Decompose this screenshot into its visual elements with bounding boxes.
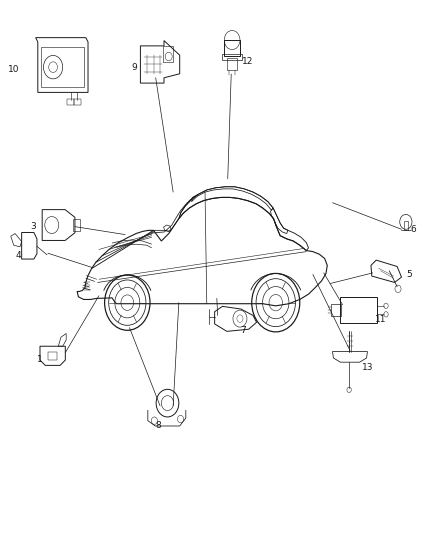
Bar bbox=[41, 47, 84, 87]
Bar bbox=[332, 304, 341, 317]
Bar bbox=[163, 46, 173, 62]
Text: 10: 10 bbox=[8, 66, 20, 74]
Text: 1: 1 bbox=[37, 355, 43, 364]
Text: 5: 5 bbox=[406, 270, 412, 279]
Bar bbox=[73, 219, 80, 231]
Bar bbox=[48, 352, 57, 360]
Bar bbox=[74, 99, 81, 105]
Bar bbox=[223, 54, 242, 60]
Text: 6: 6 bbox=[410, 225, 416, 234]
Text: 11: 11 bbox=[375, 315, 386, 324]
Text: 13: 13 bbox=[362, 363, 373, 372]
Bar bbox=[340, 297, 377, 323]
Bar bbox=[227, 58, 237, 70]
Text: 12: 12 bbox=[242, 58, 253, 66]
Text: 7: 7 bbox=[240, 326, 246, 335]
Text: 3: 3 bbox=[31, 222, 36, 231]
Bar bbox=[67, 99, 74, 105]
Text: 8: 8 bbox=[155, 422, 161, 431]
Bar bbox=[404, 221, 408, 230]
Text: 9: 9 bbox=[131, 63, 137, 71]
Text: 4: 4 bbox=[15, 252, 21, 260]
